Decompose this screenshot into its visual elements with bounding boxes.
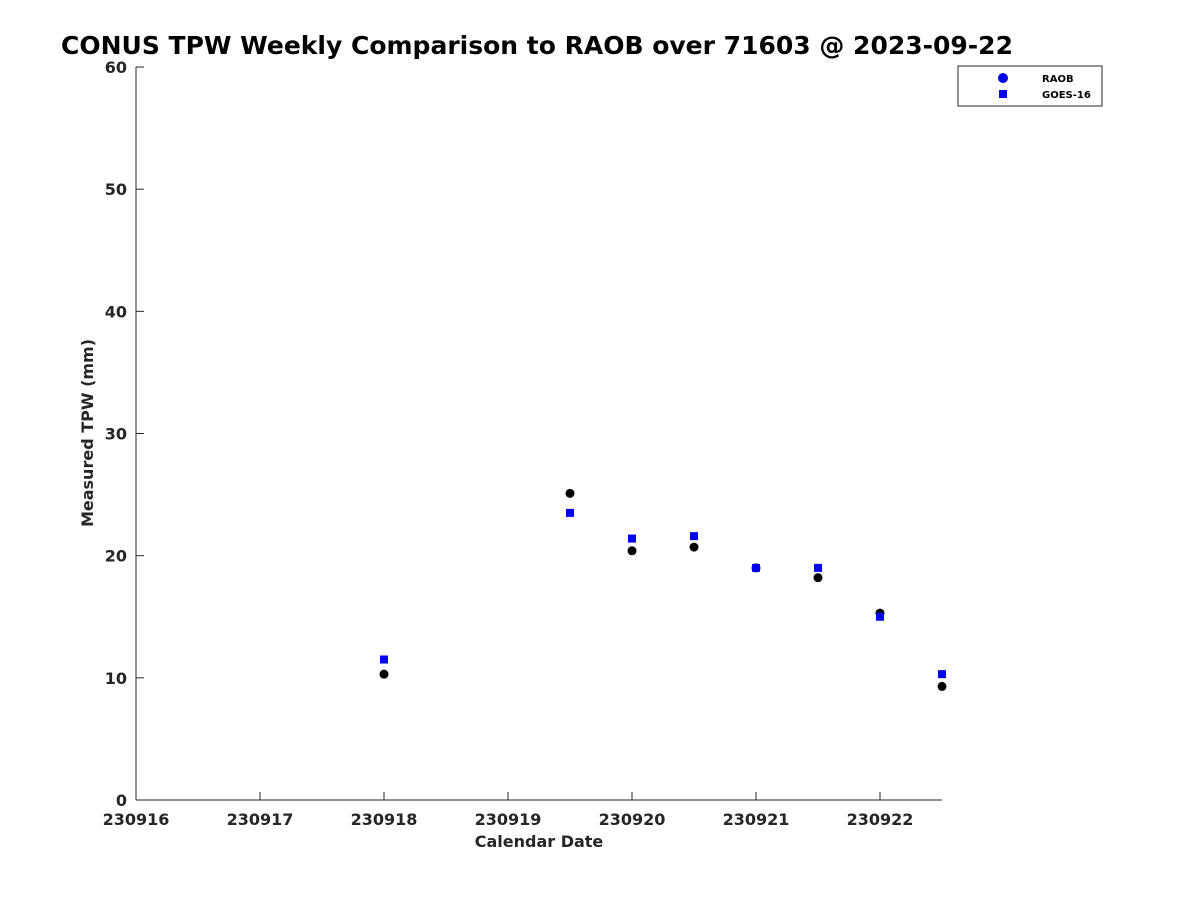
y-tick-label: 60: [105, 58, 127, 77]
raob-point: [813, 573, 823, 583]
x-tick-label: 230922: [847, 810, 914, 829]
y-tick-label: 50: [105, 180, 127, 199]
x-axis-label: Calendar Date: [475, 832, 604, 851]
data-points: [379, 488, 947, 691]
legend-box: [957, 65, 1103, 107]
x-tick-label: 230921: [723, 810, 790, 829]
x-tick-label: 230916: [103, 810, 170, 829]
legend-goes-label: GOES-16: [1042, 90, 1091, 101]
goes16-point: [752, 563, 760, 572]
y-tick-label: 40: [105, 302, 127, 321]
x-tick-label: 230920: [599, 810, 666, 829]
y-tick-label: 10: [105, 669, 127, 688]
raob-point: [937, 681, 947, 691]
goes16-point: [380, 655, 388, 664]
raob-point: [565, 488, 575, 498]
y-tick-label: 0: [116, 791, 127, 810]
goes16-point: [628, 534, 636, 543]
legend-goes-marker: [999, 90, 1007, 98]
goes16-point: [690, 532, 698, 541]
goes16-point: [876, 612, 884, 621]
y-axis-label: Measured TPW (mm): [78, 339, 97, 527]
goes16-point: [938, 670, 946, 679]
y-tick-label: 30: [105, 425, 127, 444]
raob-point: [379, 669, 389, 679]
x-tick-label: 230917: [227, 810, 294, 829]
legend-raob-label: RAOB: [1042, 74, 1074, 85]
x-tick-label: 230918: [351, 810, 418, 829]
legend-raob-marker: [998, 73, 1008, 83]
chart-title: CONUS TPW Weekly Comparison to RAOB over…: [61, 31, 1013, 60]
goes16-point: [814, 563, 822, 572]
x-tick-label: 230919: [475, 810, 542, 829]
legend: RAOB GOES-16: [957, 65, 1103, 107]
y-tick-label: 20: [105, 547, 127, 566]
x-ticks: 230916 230917 230918 230919 230920 230921 2309…: [103, 792, 914, 829]
y-ticks: 0 10 20 30 40 50 60: [105, 58, 144, 810]
raob-point: [627, 546, 637, 556]
axes: [135, 67, 942, 801]
goes16-point: [566, 508, 574, 517]
raob-point: [689, 542, 699, 552]
